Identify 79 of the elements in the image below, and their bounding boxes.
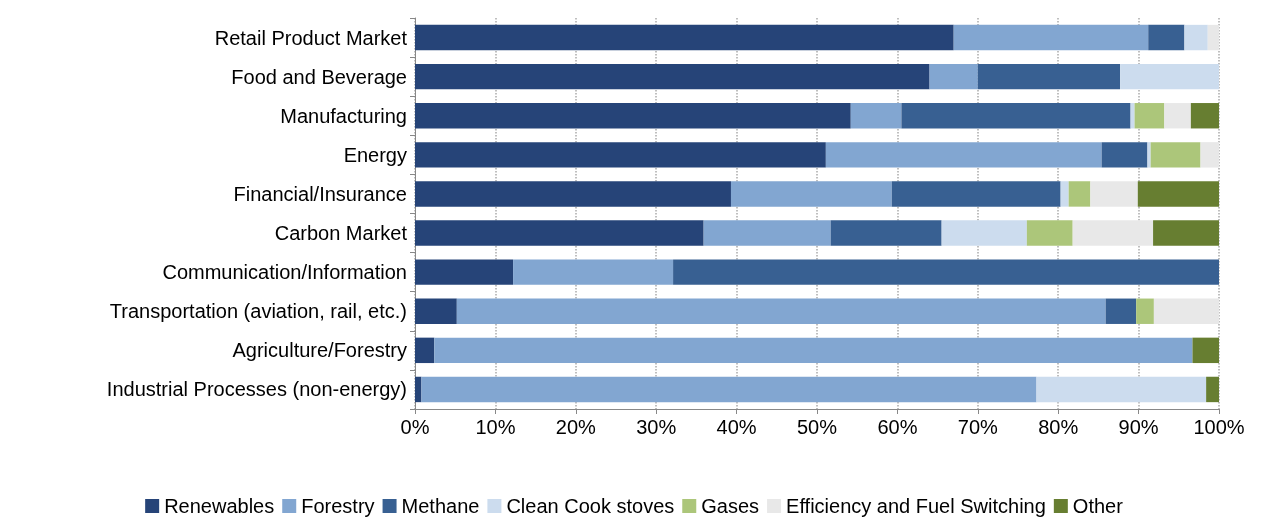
bar [977,63,1121,90]
bar [941,220,1027,246]
y-tick-label: Transportation (aviation, rail, etc.) [109,300,407,323]
bar [1147,142,1151,168]
bar [1150,142,1201,168]
x-tick-label: 50% [796,416,838,438]
y-tick-label: Retail Product Market [214,26,408,49]
bar [415,63,930,90]
bar [1105,298,1137,324]
bar [730,181,892,207]
x-tick-label: 70% [957,416,999,438]
bar [1068,181,1091,207]
bar [1137,181,1219,207]
bar [929,63,978,90]
bar [415,103,851,129]
bar [953,24,1149,51]
x-tick-label: 60% [877,416,918,438]
bar [434,337,1193,364]
bar [891,181,1061,207]
legend-label: Clean Cook stoves [506,495,675,517]
bar [1072,220,1154,246]
bar [1101,142,1148,168]
y-tick-label: Communication/Information [162,261,407,284]
y-tick-label: Manufacturing [280,104,407,127]
bar [415,376,422,403]
bar [415,181,731,207]
bar [1206,376,1219,403]
bar [415,142,826,168]
bar [415,337,435,364]
bar [1136,298,1154,324]
legend-label: Efficiency and Fuel Switching [786,495,1046,517]
y-tick-label: Financial/Insurance [233,182,407,205]
x-tick-label: 80% [1038,416,1079,438]
y-tick-label: Food and Beverage [231,65,407,88]
bar [703,220,831,246]
x-tick-label: 100% [1193,416,1245,438]
x-tick-label: 90% [1118,416,1159,438]
bar [901,103,1131,129]
bar [1200,142,1219,168]
legend-label: Renewables [164,495,275,517]
x-tick-label: 10% [475,416,516,438]
bar [1130,103,1135,129]
bar [1026,220,1073,246]
y-tick-label: Energy [343,143,407,166]
bar [1164,103,1191,129]
bar [415,298,457,324]
bar [415,259,514,285]
bar [1153,220,1219,246]
bar [1060,181,1069,207]
x-tick-label: 0% [400,416,430,438]
bar [1192,337,1219,364]
x-tick-label: 20% [555,416,597,438]
bar [673,259,1219,285]
legend-label: Methane [401,495,480,517]
bar [830,220,942,246]
bar [1120,63,1219,90]
bar [1036,376,1207,403]
y-tick-label: Carbon Market [274,222,408,245]
bar [825,142,1102,168]
bar [1207,24,1219,51]
bar [1184,24,1208,51]
legend-label: Forestry [301,495,375,517]
bar [1153,298,1219,324]
bar [421,376,1037,403]
bar [1148,24,1185,51]
y-tick-label: Industrial Processes (non-energy) [106,378,407,401]
legend-label: Other [1072,495,1124,517]
bar [456,298,1106,324]
y-tick-label: Agriculture/Forestry [232,339,407,362]
x-tick-label: 30% [636,416,677,438]
bar [850,103,902,129]
bar [415,24,954,51]
x-tick-label: 40% [716,416,757,438]
bar [1090,181,1138,207]
legend-label: Gases [701,495,760,517]
bar [513,259,674,285]
bar [415,220,704,246]
bar [1134,103,1165,129]
bar [1190,103,1219,129]
